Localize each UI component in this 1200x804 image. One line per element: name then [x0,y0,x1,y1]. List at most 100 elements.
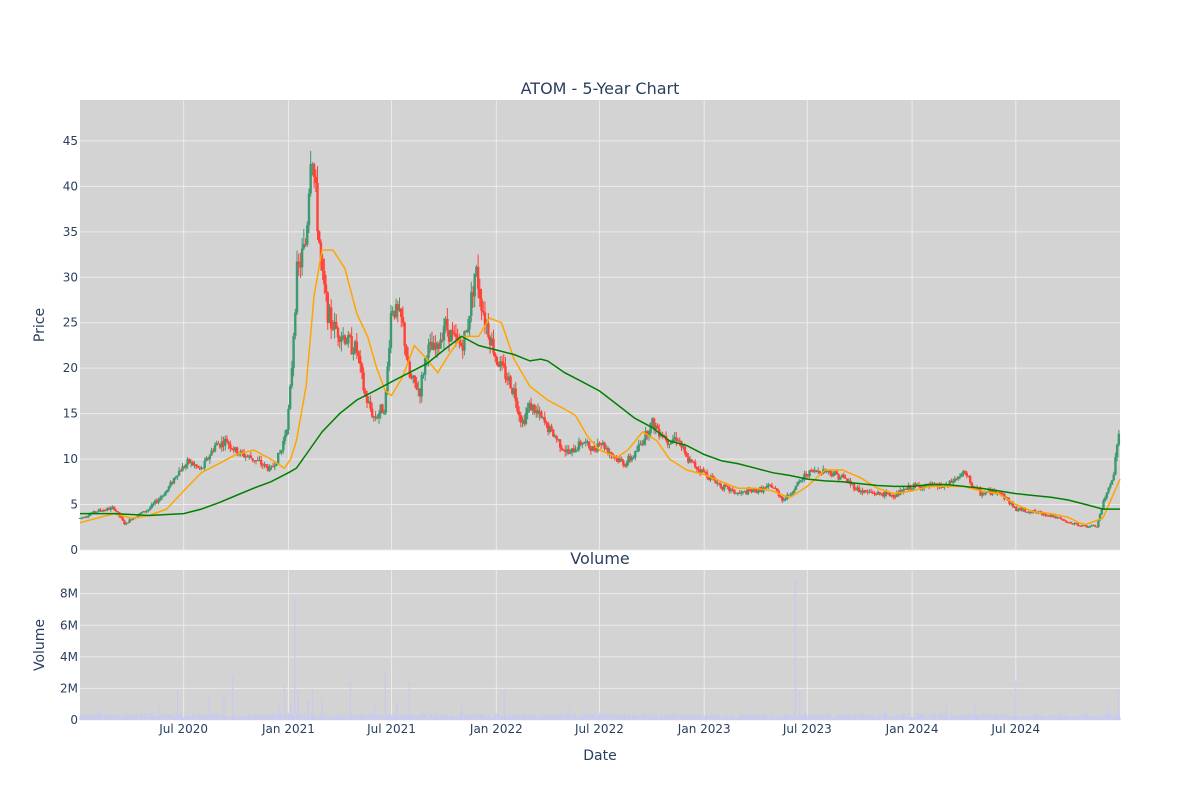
volume-bar [666,715,668,720]
volume-bar [405,717,407,720]
candle-body [230,448,234,450]
volume-bar [688,714,690,720]
volume-bar [196,716,198,720]
candle-body [948,480,951,485]
volume-bar [1003,716,1005,720]
volume-bar [281,713,283,720]
candle-body [1023,508,1027,512]
candle-body [581,442,584,445]
volume-bar [447,715,449,720]
candle-body [234,447,237,451]
volume-bar [1036,714,1038,720]
volume-bar [289,714,291,720]
volume-bar [1070,716,1072,720]
volume-bar [465,717,467,720]
candle-body [1109,484,1112,488]
candle-body [676,440,680,442]
volume-bar [535,715,537,720]
volume-bar [960,716,962,720]
volume-bar [368,714,370,720]
candle-body [350,335,353,355]
volume-bar [235,717,237,720]
volume-bar [726,713,728,720]
volume-bar [698,716,700,720]
volume-bar [182,716,184,720]
candle-body [179,470,183,472]
volume-bar [879,715,881,720]
candle-body [338,337,341,342]
candle-body [866,491,869,493]
volume-bar [467,714,469,720]
volume-bar [113,715,115,720]
volume-bar [434,713,436,720]
volume-bar [829,713,831,720]
volume-bar [219,717,221,720]
x-tick-label: Jul 2021 [366,722,416,736]
candle-body [208,455,212,460]
volume-bar [659,716,661,720]
candle-body [864,490,868,492]
candle-body [669,441,673,445]
candle-body [1071,523,1074,525]
volume-bar [489,716,491,720]
volume-bar [606,713,608,720]
volume-bar [187,716,189,720]
volume-bar [1085,708,1087,720]
volume-bar [1001,715,1003,720]
candle-body [893,496,897,498]
volume-bar [185,716,187,720]
volume-bar [663,714,665,720]
volume-bar [145,713,147,720]
volume-bar [940,713,942,720]
volume-bar [141,714,143,720]
candle-body [183,466,186,468]
price-y-tick-label: 25 [63,316,78,330]
volume-bar [922,713,924,720]
candle-body [704,472,707,474]
volume-bar [369,713,371,720]
volume-bar [202,716,204,720]
candle-body [707,477,710,480]
candle-body [418,388,422,397]
volume-bar [662,716,664,720]
volume-bar [1084,715,1086,720]
volume-bar [373,705,376,720]
volume-bar [246,715,248,720]
candle-body [615,457,618,459]
volume-bar [798,714,800,720]
volume-bar [344,717,346,720]
volume-bar [752,716,754,720]
candle-body [359,356,362,364]
candle-body [692,461,695,463]
volume-bar [620,716,622,720]
volume-bar [531,714,533,720]
volume-bar [1113,716,1115,720]
volume-bar [437,717,439,720]
volume-bar [809,715,811,720]
candle-body [169,482,172,487]
volume-bar [1010,716,1012,720]
candle-body [652,418,656,430]
volume-bar [295,714,297,720]
volume-bar [365,714,367,720]
candle-body [842,474,845,478]
volume-bar [200,714,202,720]
volume-bar [361,714,363,720]
candle-body [765,485,769,488]
volume-bar [279,713,281,720]
volume-bar [384,669,386,720]
volume-bar [708,715,710,720]
candle-body [523,419,526,424]
candle-body [605,447,608,449]
candle-body [969,476,972,483]
volume-bar [539,713,541,720]
volume-bar [1047,717,1049,720]
volume-bar [154,715,156,720]
candle-body [415,382,418,390]
candle-body [832,474,835,477]
candle-body [875,493,878,495]
candle-body [565,449,569,453]
volume-bar [799,691,801,720]
volume-bar [417,716,419,720]
volume-bar [383,717,385,720]
